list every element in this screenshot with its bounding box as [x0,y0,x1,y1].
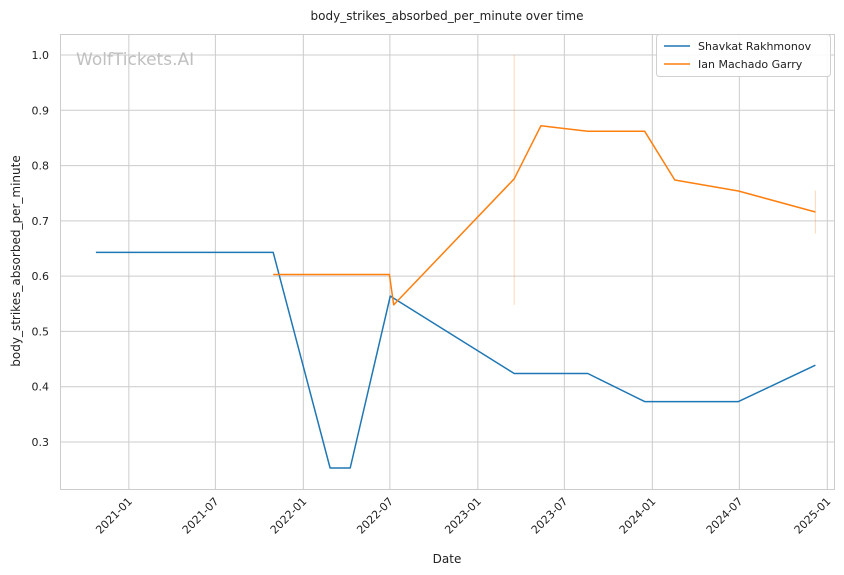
legend: Shavkat Rakhmonov Ian Machado Garry [656,34,831,77]
y-tick-label: 0.7 [32,215,50,228]
series-line-2 [273,125,816,306]
legend-entry-label: Ian Machado Garry [698,58,803,71]
y-tick-label: 1.0 [32,49,50,62]
chart-title: body_strikes_absorbed_per_minute over ti… [311,9,584,23]
y-tick-label: 0.3 [32,436,50,449]
x-axis-label: Date [433,552,462,566]
series-line-1 [95,251,816,469]
y-axis-label: body_strikes_absorbed_per_minute [9,155,23,366]
y-tick-label: 0.9 [32,104,50,117]
y-tick-label: 0.8 [32,160,50,173]
y-tick-label: 0.4 [32,381,50,394]
legend-box [656,34,831,77]
watermark: WolfTickets.AI [76,50,194,70]
legend-entry-label: Shavkat Rakhmonov [698,40,812,53]
y-tick-label: 0.6 [32,270,50,283]
grid [60,34,834,489]
series-layer [95,55,816,469]
plot-area-frame [60,34,835,490]
y-tick-labels: 0.3 0.4 0.5 0.6 0.7 0.8 0.9 1.0 [32,49,50,449]
y-tick-label: 0.5 [32,325,50,338]
